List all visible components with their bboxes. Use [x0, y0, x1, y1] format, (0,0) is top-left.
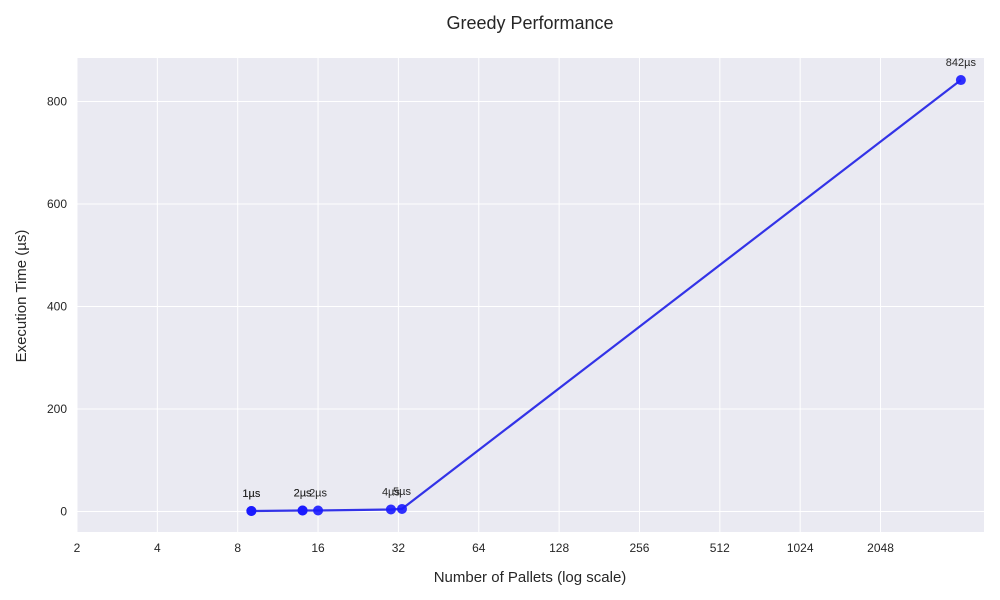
x-tick-label: 64: [472, 541, 486, 555]
x-tick-label: 2: [74, 541, 81, 555]
y-tick-label: 200: [47, 402, 67, 416]
data-point: [246, 505, 257, 516]
x-tick-label: 256: [629, 541, 649, 555]
x-tick-label: 16: [311, 541, 325, 555]
x-tick-label: 4: [154, 541, 161, 555]
x-axis-ticks: 2 4 8 16 32 64 128 256 512 1024 2048: [74, 541, 895, 555]
plot-background: [77, 58, 984, 532]
y-tick-label: 0: [60, 505, 67, 519]
series-line: [251, 79, 962, 513]
x-tick-label: 32: [392, 541, 406, 555]
data-label: 2µs: [294, 487, 312, 499]
x-tick-label: 2048: [867, 541, 894, 555]
data-point: [955, 75, 966, 86]
data-point: [385, 504, 396, 515]
data-label: 2µs: [309, 487, 327, 499]
x-axis-label: Number of Pallets (log scale): [434, 569, 627, 586]
data-label: 1µs: [242, 488, 260, 500]
x-tick-label: 512: [710, 541, 730, 555]
x-tick-label: 1024: [787, 541, 814, 555]
x-tick-label: 128: [549, 541, 569, 555]
data-label: 4µs: [382, 486, 400, 498]
y-axis-ticks: 0 200 400 600 800: [47, 95, 67, 519]
data-label: 1µs: [242, 488, 260, 500]
data-point: [313, 505, 324, 516]
chart-title: Greedy Performance: [446, 13, 613, 33]
y-axis-label: Execution Time (µs): [13, 230, 30, 363]
data-label: 842µs: [946, 57, 977, 69]
data-label: 5µs: [393, 486, 411, 498]
y-tick-label: 400: [47, 300, 67, 314]
data-label: 2µs: [294, 487, 312, 499]
series-group: [246, 75, 966, 516]
data-point: [297, 505, 308, 516]
y-tick-label: 800: [47, 95, 67, 109]
data-point: [396, 503, 407, 514]
x-tick-label: 8: [234, 541, 241, 555]
y-tick-label: 600: [47, 197, 67, 211]
